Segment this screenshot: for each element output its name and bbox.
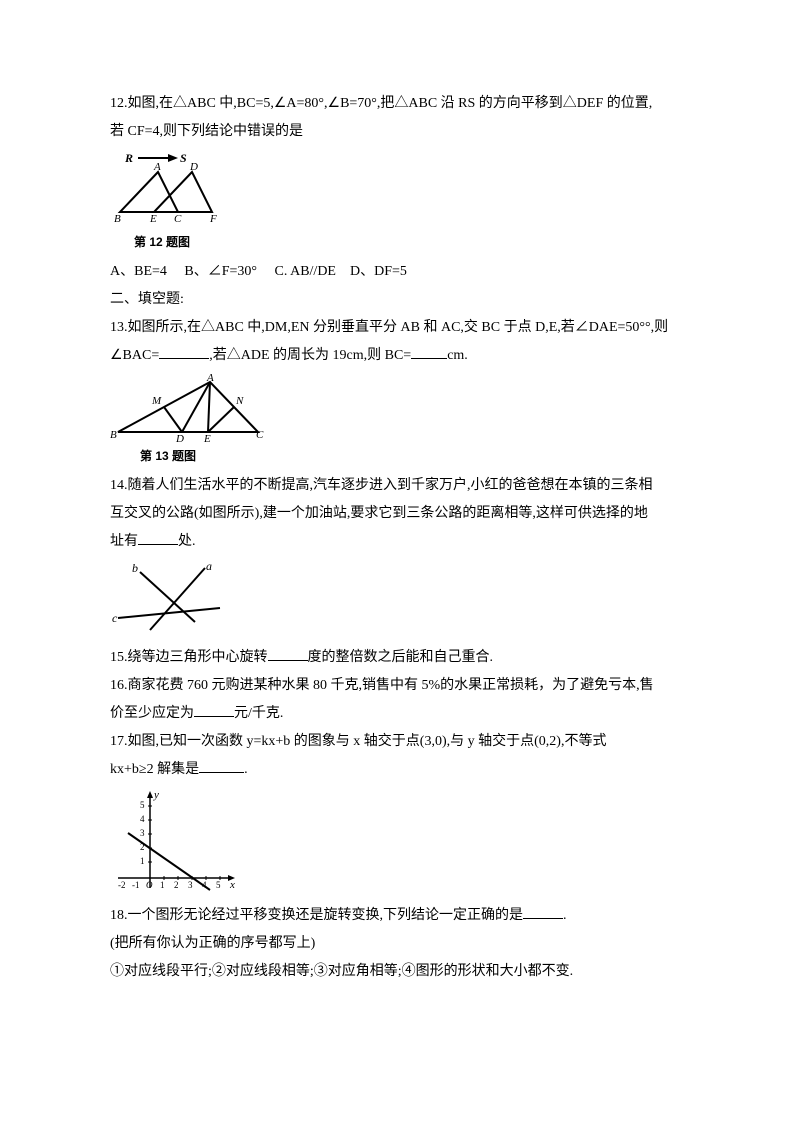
label-D: D [189, 161, 198, 173]
label-R: R [124, 151, 133, 165]
svg-text:N: N [235, 395, 244, 407]
label-C: C [174, 213, 182, 225]
q17-figure: 5 4 3 2 1 -2 -1 O 1 2 3 4 5 y x [110, 788, 690, 898]
q16-line2: 价至少应定为元/千克. [110, 700, 690, 728]
q17-line2: kx+b≥2 解集是. [110, 756, 690, 784]
label-E: E [149, 213, 157, 225]
label-A: A [153, 161, 161, 173]
svg-text:E: E [203, 433, 211, 444]
svg-text:M: M [151, 395, 162, 407]
q12-optC: C. AB//DE [275, 264, 336, 279]
svg-text:O: O [146, 880, 153, 890]
q12-optA: A、BE=4 [110, 264, 167, 279]
q18-line3: ①对应线段平行;②对应线段相等;③对应角相等;④图形的形状和大小都不变. [110, 958, 690, 986]
q17-blank[interactable] [199, 758, 244, 773]
q14-figure: a b c [110, 560, 690, 640]
svg-text:4: 4 [140, 814, 145, 824]
q13-blank2[interactable] [411, 344, 447, 359]
q15-blank[interactable] [268, 646, 308, 661]
svg-text:3: 3 [140, 828, 145, 838]
q13-line1: 13.如图所示,在△ABC 中,DM,EN 分别垂直平分 AB 和 AC,交 B… [110, 314, 690, 342]
q13-caption: 第 13 题图 [140, 444, 690, 468]
q15: 15.绕等边三角形中心旋转度的整倍数之后能和自己重合. [110, 644, 690, 672]
label-B: B [114, 213, 121, 225]
svg-text:5: 5 [216, 880, 221, 890]
q14-blank[interactable] [138, 530, 178, 545]
q13-line2: ∠BAC=,若△ADE 的周长为 19cm,则 BC=cm. [110, 342, 690, 370]
svg-text:x: x [229, 879, 235, 891]
section2-heading: 二、填空题: [110, 286, 690, 314]
q12-optB: B、∠F=30° [184, 264, 257, 279]
svg-text:1: 1 [140, 856, 145, 866]
q14-line2: 互交叉的公路(如图所示),建一个加油站,要求它到三条公路的距离相等,这样可供选择… [110, 500, 690, 528]
svg-text:-2: -2 [118, 880, 126, 890]
label-F: F [209, 213, 217, 225]
q12-options: A、BE=4 B、∠F=30° C. AB//DE D、DF=5 [110, 258, 690, 286]
q18-blank[interactable] [523, 904, 563, 919]
q14-line1: 14.随着人们生活水平的不断提高,汽车逐步进入到千家万户,小红的爸爸想在本镇的三… [110, 472, 690, 500]
q12-optD: D、DF=5 [350, 264, 407, 279]
svg-text:3: 3 [188, 880, 193, 890]
q18-line1: 18.一个图形无论经过平移变换还是旋转变换,下列结论一定正确的是. [110, 902, 690, 930]
q12-caption: 第 12 题图 [134, 230, 690, 254]
label-S: S [180, 151, 187, 165]
svg-text:A: A [206, 374, 214, 384]
q16-blank[interactable] [194, 702, 234, 717]
svg-text:-1: -1 [132, 880, 140, 890]
svg-text:C: C [256, 429, 264, 441]
svg-text:5: 5 [140, 800, 145, 810]
svg-text:2: 2 [174, 880, 179, 890]
svg-text:y: y [153, 789, 159, 801]
svg-text:1: 1 [160, 880, 165, 890]
svg-text:c: c [112, 611, 118, 625]
svg-text:B: B [110, 429, 117, 441]
q18-line2: (把所有你认为正确的序号都写上) [110, 930, 690, 958]
q13-blank1[interactable] [159, 344, 209, 359]
svg-text:b: b [132, 561, 138, 575]
q12-line1: 12.如图,在△ABC 中,BC=5,∠A=80°,∠B=70°,把△ABC 沿… [110, 90, 690, 118]
q17-line1: 17.如图,已知一次函数 y=kx+b 的图象与 x 轴交于点(3,0),与 y… [110, 728, 690, 756]
svg-text:a: a [206, 560, 212, 573]
q14-line3: 址有处. [110, 528, 690, 556]
q12-figure: R S A D B E C F 第 12 题图 [110, 150, 690, 254]
q13-figure: A B C D E M N 第 13 题图 [110, 374, 690, 468]
q12-line2: 若 CF=4,则下列结论中错误的是 [110, 118, 690, 146]
q16-line1: 16.商家花费 760 元购进某种水果 80 千克,销售中有 5%的水果正常损耗… [110, 672, 690, 700]
svg-text:D: D [175, 433, 184, 444]
